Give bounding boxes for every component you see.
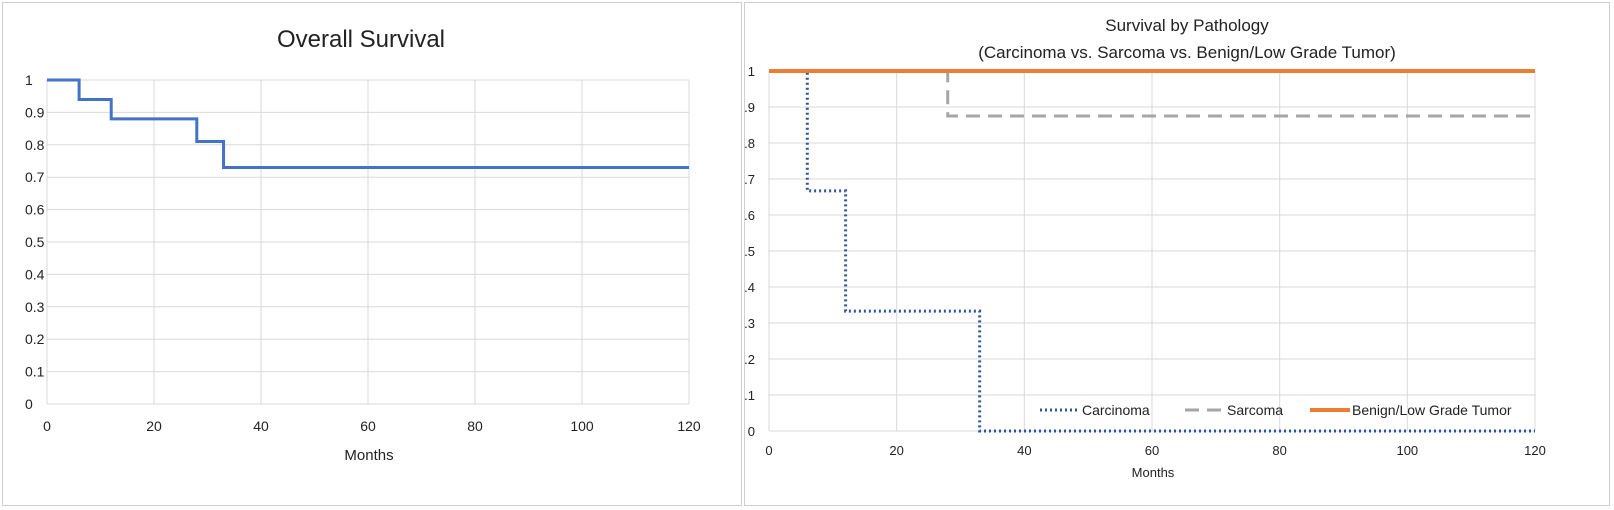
legend-label: Benign/Low Grade Tumor (1352, 402, 1512, 418)
x-tick-label: 60 (1145, 443, 1159, 458)
x-tick-label: 120 (677, 418, 701, 434)
x-axis-label: Months (1132, 465, 1175, 480)
y-tick-label: 0 (25, 396, 33, 412)
x-axis-label: Months (344, 447, 393, 464)
y-tick-label: 0.3 (745, 316, 755, 331)
x-tick-label: 40 (1017, 443, 1031, 458)
x-tick-label: 60 (360, 418, 376, 434)
grid (768, 70, 1536, 432)
series-layer (47, 78, 689, 169)
chart-title: Survival by Pathology (1105, 16, 1269, 35)
y-tick-label: 1 (748, 64, 755, 79)
y-tick-label: 0.6 (25, 202, 45, 218)
series-line-carcinoma (769, 69, 1535, 433)
y-tick-label: 0.9 (25, 104, 45, 120)
y-axis-ticks: 0 0.1 0.2 0.3 0.4 0.5 0.6 0.7 0.8 0.9 1 (25, 72, 45, 412)
y-tick-label: 0.1 (25, 364, 45, 380)
y-tick-label: 0.1 (745, 388, 755, 403)
survival-by-pathology-panel: Survival by Pathology (Carcinoma vs. Sar… (744, 2, 1610, 506)
y-tick-label: 1 (25, 72, 33, 88)
x-tick-label: 20 (146, 418, 162, 434)
y-tick-label: 0.2 (745, 352, 755, 367)
legend-label: Sarcoma (1227, 402, 1283, 418)
y-tick-label: 0.5 (745, 244, 755, 259)
y-tick-label: 0.4 (745, 280, 755, 295)
x-axis-ticks: 0 20 40 60 80 100 120 (765, 443, 1545, 458)
chart-subtitle: (Carcinoma vs. Sarcoma vs. Benign/Low Gr… (978, 43, 1396, 62)
y-tick-label: 0.7 (25, 169, 45, 185)
x-tick-label: 20 (889, 443, 903, 458)
x-tick-label: 80 (467, 418, 483, 434)
x-tick-label: 100 (1396, 443, 1418, 458)
x-tick-label: 80 (1272, 443, 1286, 458)
y-axis-ticks: 0 0.1 0.2 0.3 0.4 0.5 0.6 0.7 0.8 0.9 1 (745, 64, 755, 439)
x-tick-label: 0 (43, 418, 51, 434)
chart-title: Overall Survival (277, 26, 445, 53)
legend-label: Carcinoma (1082, 402, 1150, 418)
y-tick-label: 0.3 (25, 299, 45, 315)
x-tick-label: 120 (1524, 443, 1546, 458)
y-tick-label: 0.6 (745, 208, 755, 223)
survival-by-pathology-chart: Survival by Pathology (Carcinoma vs. Sar… (745, 16, 1546, 480)
y-tick-label: 0.5 (25, 234, 45, 250)
x-axis-ticks: 0 20 40 60 80 100 120 (43, 418, 701, 434)
series-line-overall (47, 78, 689, 169)
x-tick-label: 100 (570, 418, 594, 434)
legend: Carcinoma Sarcoma Benign/Low Grade Tumor (1040, 402, 1512, 418)
series-layer (769, 69, 1535, 433)
y-tick-label: 0 (748, 424, 755, 439)
grid (46, 79, 690, 405)
overall-survival-chart: Overall Survival 00.10.20.30.40.50.60.70… (25, 26, 701, 464)
y-tick-label: 0.9 (745, 100, 755, 115)
y-tick-label: 0.2 (25, 331, 45, 347)
x-tick-label: 0 (765, 443, 772, 458)
x-tick-label: 40 (253, 418, 269, 434)
overall-survival-panel: Overall Survival 0 0.1 0.2 0.3 0.4 0.5 0.6 0.7 0… (2, 2, 742, 506)
y-tick-label: 0.7 (745, 172, 755, 187)
y-tick-label: 0.8 (745, 136, 755, 151)
y-tick-label: 0.4 (25, 266, 45, 282)
y-tick-label: 0.8 (25, 137, 45, 153)
